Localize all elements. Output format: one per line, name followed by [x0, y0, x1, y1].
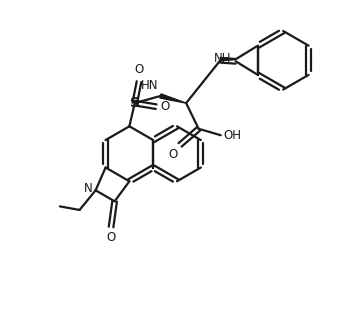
Text: O: O: [160, 100, 170, 113]
Text: O: O: [168, 148, 177, 161]
Polygon shape: [160, 94, 186, 103]
Text: O: O: [106, 231, 116, 244]
Text: N: N: [84, 182, 93, 195]
Text: OH: OH: [224, 129, 242, 142]
Text: HN: HN: [141, 79, 159, 92]
Text: NH: NH: [214, 52, 232, 65]
Text: S: S: [130, 96, 140, 110]
Text: O: O: [134, 63, 144, 76]
